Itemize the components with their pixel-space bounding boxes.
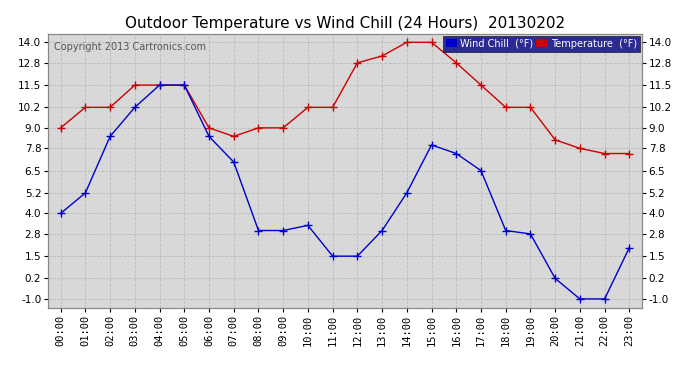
Legend: Wind Chill  (°F), Temperature  (°F): Wind Chill (°F), Temperature (°F) (442, 36, 640, 51)
Title: Outdoor Temperature vs Wind Chill (24 Hours)  20130202: Outdoor Temperature vs Wind Chill (24 Ho… (125, 16, 565, 31)
Text: Copyright 2013 Cartronics.com: Copyright 2013 Cartronics.com (55, 42, 206, 52)
